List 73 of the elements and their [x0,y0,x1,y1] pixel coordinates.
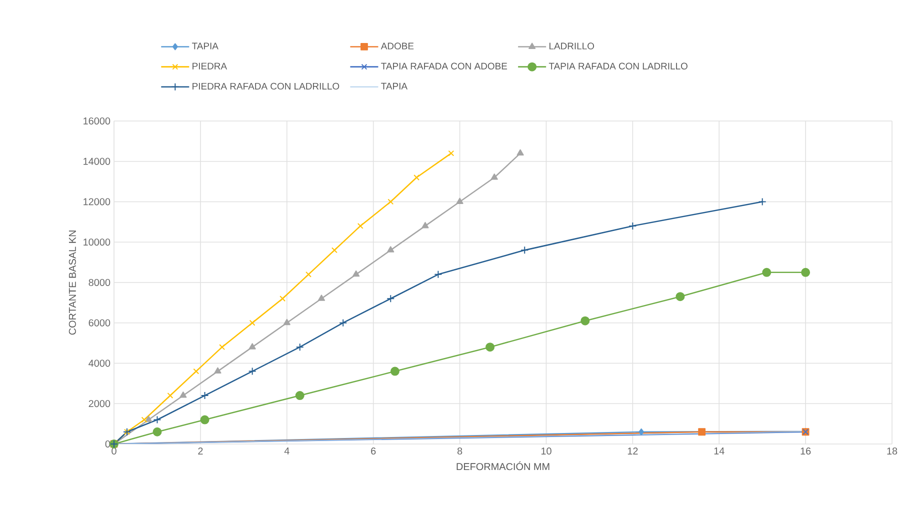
point [390,366,400,376]
point [339,318,348,327]
point [248,367,256,376]
point [249,320,256,326]
x-tick-label: 10 [541,448,552,455]
point [296,343,304,352]
point [387,246,394,252]
point [386,294,395,303]
point [448,150,454,156]
point [193,368,200,374]
x-axis-title: DEFORMACIÓN MM [456,461,550,470]
point [280,296,286,302]
point [214,367,222,374]
point [516,149,524,156]
point [758,198,766,206]
point [306,271,312,278]
legend-label: ADOBE [380,42,414,50]
y-tick-label: 10000 [84,238,110,246]
x-tick-label: 2 [198,448,203,454]
x-tick-label: 8 [457,448,462,455]
point [200,392,209,400]
x-tick-label: 6 [371,448,376,455]
y-tick-label: 14000 [84,158,110,165]
y-tick-label: 2000 [88,400,110,408]
point [152,427,162,436]
point [676,292,685,302]
point [414,174,420,180]
point [145,416,152,422]
point [357,222,364,229]
legend-label: PIEDRA RAFADA CON LADRILLO [192,82,340,90]
y-axis-title: CORTANTE BASAL KN [68,230,76,335]
point [219,344,226,350]
point [762,268,772,277]
point [698,428,706,436]
point [580,316,590,326]
point [388,198,394,205]
x-tick-label: 4 [284,448,290,454]
point [422,222,429,228]
point [167,392,174,399]
legend-label: TAPIA RAFADA CON LADRILLO [548,62,688,70]
legend-label: TAPIA [192,42,218,50]
x-tick-label: 18 [887,448,898,455]
point [352,270,360,277]
x-tick-label: 14 [714,448,724,454]
point [490,174,498,180]
y-tick-label: 16000 [84,117,110,125]
x-tick-label: 16 [800,448,811,455]
legend-label: TAPIA RAFADA CON ADOBE [381,62,508,70]
point [295,391,304,400]
point [180,392,187,398]
point [628,222,637,230]
y-tick-label: 8000 [88,278,110,286]
point [248,343,256,350]
point [153,416,162,424]
y-tick-label: 12000 [84,198,110,206]
point [331,247,338,254]
point [200,415,210,424]
y-tick-label: 4000 [88,360,110,367]
point [456,198,464,204]
y-tick-label: 6000 [88,319,110,326]
point [801,268,810,277]
point [283,318,290,326]
point [141,416,148,423]
point [434,270,442,278]
point [638,428,644,436]
point [520,246,529,254]
legend-label: LADRILLO [549,42,594,50]
point [318,294,326,301]
y-tick-label: 0 [105,440,110,448]
x-tick-label: 12 [628,448,638,454]
legend-label: PIEDRA [192,62,228,70]
legend-label: TAPIA [381,82,408,90]
point [486,342,495,352]
